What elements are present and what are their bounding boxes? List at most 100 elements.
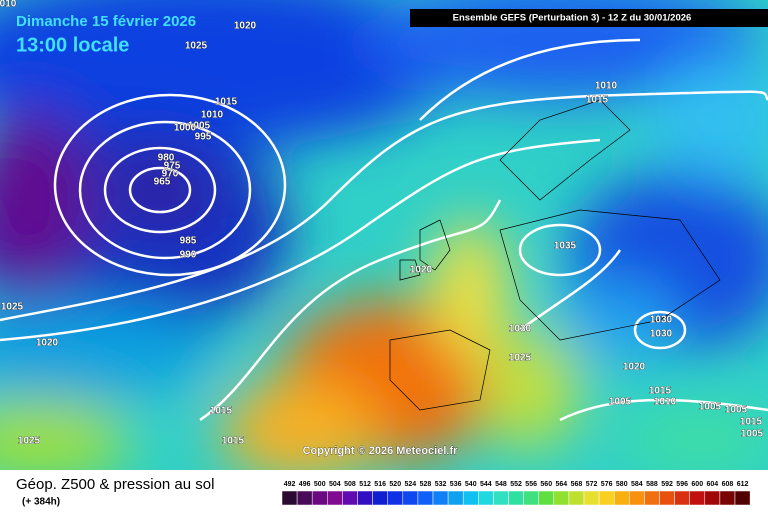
colorbar-label: 604 [707,481,719,488]
isobar-label: 1020 [36,338,59,349]
colorbar-label: 548 [495,481,507,488]
footer-lead: (+ 384h) [22,497,60,508]
run-box [410,9,768,27]
colorbar-label: 560 [540,481,552,488]
isobar-label: 970 [162,169,179,180]
colorbar-swatch [523,490,539,506]
date-label: Dimanche 15 février 2026 [16,13,196,30]
colorbar-swatch [613,490,630,506]
isobar-label: 1020 [410,265,433,276]
colorbar-label: 520 [389,481,401,488]
colorbar-swatch [629,490,645,506]
isobar-label: 1010 [201,110,224,121]
colorbar-swatch [508,490,524,506]
map: Copyright © 2026 Meteociel.fr [0,0,768,480]
isobar-label: 1030 [509,324,532,335]
colorbar-swatch [311,490,328,506]
isobar-label: 965 [154,177,171,188]
isobar-label: 1020 [623,362,646,373]
colorbar-label: 492 [284,481,296,488]
colorbar-swatch [598,490,615,506]
colorbar-label: 500 [314,481,326,488]
colorbar-swatch [538,490,555,506]
colorbar-label: 608 [722,481,734,488]
isobar-label: 1015 [649,386,672,397]
isobar-label: 1030 [650,315,673,326]
colorbar-label: 596 [676,481,688,488]
isobar-label: 975 [164,161,181,172]
colorbar-swatch [417,490,434,506]
isobar-label: 010 [0,0,17,10]
colorbar-swatch [462,490,479,506]
colorbar-label: 564 [556,481,568,488]
isobar-label: 1005 [188,121,211,132]
colorbar-swatch [281,490,298,506]
colorbar-label: 540 [465,481,477,488]
colorbar-swatch [327,490,343,506]
colorbar-swatch [704,490,721,506]
colorbar-label: 572 [586,481,598,488]
colorbar-swatch [583,490,600,506]
colorbar-swatch [447,490,464,506]
isobar-label: 1015 [586,95,609,106]
isobar-label: 980 [158,153,175,164]
colorbar-label: 600 [691,481,703,488]
isobar-label: 1010 [654,397,677,408]
colorbar-label: 496 [299,481,311,488]
colorbar-swatch [432,490,449,506]
colorbar-label: 528 [420,481,432,488]
isobar-label: 1005 [725,405,748,416]
isobar-label: 1005 [609,397,632,408]
isobar-label: 1010 [595,81,618,92]
colorbar-swatch [689,490,706,506]
colorbar-swatch [568,490,585,506]
isobar-label: 1015 [215,97,238,108]
colorbar-swatch [372,490,388,506]
colorbar-swatch [644,490,660,506]
colorbar-label: 536 [450,481,462,488]
colorbar-label: 568 [571,481,583,488]
colorbar-swatch [357,490,373,506]
colorbar-swatch [493,490,509,506]
colorbar-label: 588 [646,481,658,488]
isobar-label: 1015 [222,436,245,447]
isobar-label: 990 [180,250,197,261]
isobar-label: 1020 [234,21,257,32]
isobar-label: 995 [195,132,212,143]
colorbar-label: 508 [344,481,356,488]
isobar-label: 1030 [650,329,673,340]
colorbar-swatch [387,490,404,506]
colorbar-swatch [553,490,570,506]
colorbar-label: 504 [329,481,341,488]
colorbar-swatch [734,490,751,506]
run-label: Ensemble GEFS (Perturbation 3) - 12 Z du… [453,13,692,24]
colorbar-label: 580 [616,481,628,488]
colorbar-label: 512 [359,481,371,488]
colorbar: 492 496 500 504 508 512 516 520 524 528 532 536 540 5… [281,481,751,506]
colorbar-label: 584 [631,481,643,488]
isobar-label: 1025 [1,302,24,313]
isobar-labels: 0101020102510151010100510009959809759709… [0,0,764,447]
copyright: Copyright © 2026 Meteociel.fr [303,445,459,457]
time-label: 13:00 locale [16,34,129,56]
isobar-label: 1000 [174,123,197,134]
colorbar-label: 556 [525,481,537,488]
colorbar-label: 532 [435,481,447,488]
colorbar-swatch [342,490,358,506]
colorbar-label: 592 [661,481,673,488]
colorbar-swatch [719,490,736,506]
colorbar-swatch [674,490,690,506]
isobar-label: 1005 [699,402,722,413]
isobar-label: 1025 [18,436,41,447]
colorbar-swatch [402,490,419,506]
colorbar-label: 552 [510,481,522,488]
colorbar-swatch [296,490,313,506]
colorbar-label: 544 [480,481,492,488]
isobar-label: 1035 [554,241,577,252]
colorbar-label: 516 [374,481,386,488]
isobar-label: 985 [180,236,197,247]
footer-title: Géop. Z500 & pression au sol [16,476,214,493]
isobar-label: 1025 [509,353,532,364]
colorbar-label: 524 [405,481,417,488]
